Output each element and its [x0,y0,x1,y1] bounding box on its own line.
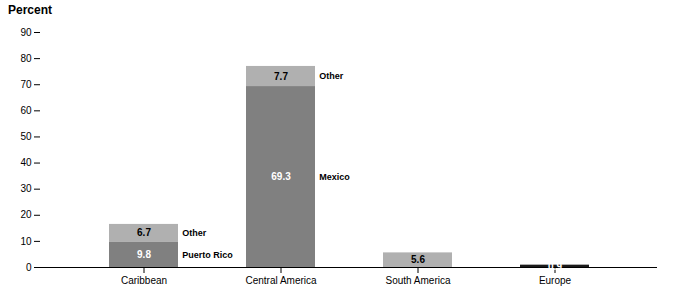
svg-text:30: 30 [20,183,32,194]
svg-text:70: 70 [20,79,32,90]
svg-text:0.9: 0.9 [548,261,562,272]
svg-text:10: 10 [20,236,32,247]
svg-text:South America: South America [385,275,450,286]
svg-text:7.7: 7.7 [274,71,288,82]
svg-text:20: 20 [20,209,32,220]
svg-text:6.7: 6.7 [137,227,151,238]
svg-text:5.6: 5.6 [411,254,425,265]
html-text:Percent: Percent [8,3,52,17]
svg-text:Central America: Central America [245,275,317,286]
svg-text:80: 80 [20,53,32,64]
svg-text:Other: Other [182,228,207,238]
svg-text:Puerto Rico: Puerto Rico [182,250,233,260]
svg-text:50: 50 [20,131,32,142]
svg-text:69.3: 69.3 [271,171,291,182]
svg-text:9.8: 9.8 [137,249,151,260]
svg-text:40: 40 [20,157,32,168]
svg-text:Caribbean: Caribbean [121,275,167,286]
svg-text:Other: Other [319,71,344,81]
svg-text:90: 90 [20,27,32,38]
svg-text:0: 0 [26,262,32,273]
svg-text:Europe: Europe [539,275,572,286]
svg-text:60: 60 [20,105,32,116]
svg-text:Mexico: Mexico [319,172,350,182]
